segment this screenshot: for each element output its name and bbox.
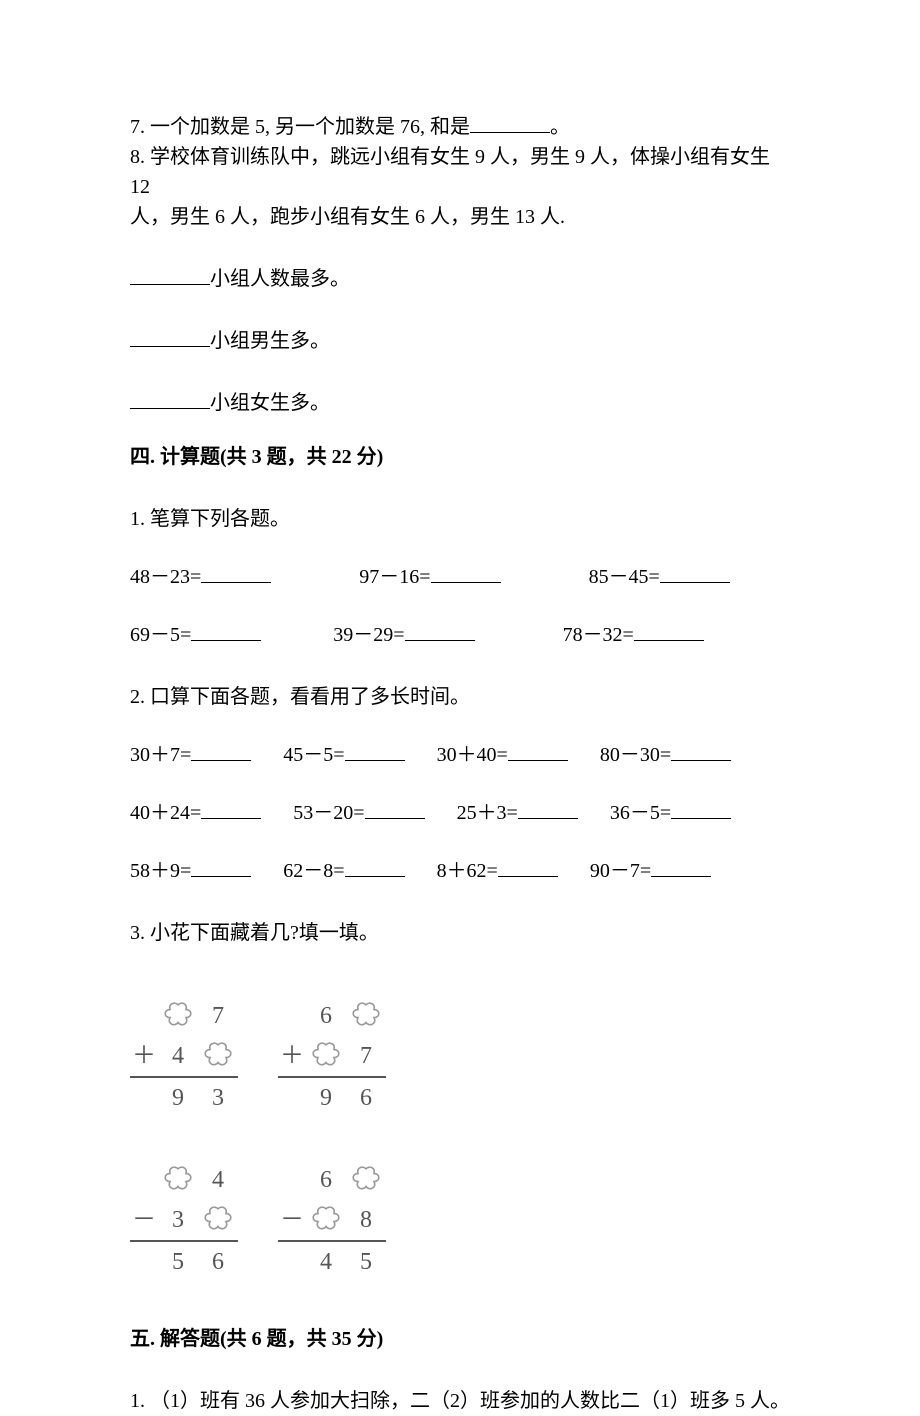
rule-line xyxy=(130,1240,238,1242)
rule-line xyxy=(278,1240,386,1242)
digit: 6 xyxy=(360,1080,372,1116)
q8-blank-most[interactable] xyxy=(130,264,210,285)
flower-icon[interactable] xyxy=(162,1164,194,1196)
q8-blank-girls[interactable] xyxy=(130,388,210,409)
q7-end: 。 xyxy=(550,116,570,138)
eq-36m5: 36－5= xyxy=(610,802,671,824)
digit: 4 xyxy=(212,1162,224,1198)
q7-blank[interactable] xyxy=(470,112,550,133)
operator: － xyxy=(132,1202,156,1238)
flower-icon[interactable] xyxy=(350,1164,382,1196)
flower-problem-2: 6 ＋ 7 9 6 xyxy=(278,996,386,1118)
rule-line xyxy=(278,1076,386,1078)
operator: ＋ xyxy=(280,1038,304,1074)
question-8-line1: 8. 学校体育训练队中，跳远小组有女生 9 人，男生 9 人，体操小组有女生 1… xyxy=(130,142,790,202)
digit: 9 xyxy=(172,1080,184,1116)
flower-icon[interactable] xyxy=(310,1040,342,1072)
s4-q2: 2. 口算下面各题，看看用了多长时间。 xyxy=(130,682,790,712)
blank-30p7[interactable] xyxy=(191,740,251,761)
digit: 6 xyxy=(320,998,332,1034)
eq-90m7: 90－7= xyxy=(590,860,651,882)
blank-78-32[interactable] xyxy=(634,620,704,641)
flower-problem-4: 6 － 8 4 5 xyxy=(278,1160,386,1282)
blank-48-23[interactable] xyxy=(201,562,271,583)
eq-30p7: 30＋7= xyxy=(130,744,191,766)
flower-problems: 7 ＋ 4 9 3 6 ＋ 7 9 6 4 － xyxy=(130,996,790,1282)
blank-69-5[interactable] xyxy=(191,620,261,641)
flower-icon[interactable] xyxy=(162,1000,194,1032)
eq-30p40: 30＋40= xyxy=(437,744,508,766)
q8-most-suffix: 小组人数最多。 xyxy=(210,268,350,290)
digit: 7 xyxy=(360,1038,372,1074)
s4-row5: 58＋9= 62－8= 8＋62= 90－7= xyxy=(130,856,790,886)
s4-row2: 69－5= 39－29= 78－32= xyxy=(130,620,790,650)
eq-8p62: 8＋62= xyxy=(437,860,498,882)
question-8-blank-boys: 小组男生多。 xyxy=(130,326,790,356)
question-8-blank-girls: 小组女生多。 xyxy=(130,388,790,418)
blank-53m20[interactable] xyxy=(365,798,425,819)
digit: 5 xyxy=(360,1244,372,1280)
flower-problem-1: 7 ＋ 4 9 3 xyxy=(130,996,238,1118)
s4-row1: 48－23= 97－16= 85－45= xyxy=(130,562,790,592)
digit: 9 xyxy=(320,1080,332,1116)
digit: 3 xyxy=(212,1080,224,1116)
eq-40p24: 40＋24= xyxy=(130,802,201,824)
rule-line xyxy=(130,1076,238,1078)
eq-80m30: 80－30= xyxy=(600,744,671,766)
digit: 7 xyxy=(212,998,224,1034)
blank-45m5[interactable] xyxy=(345,740,405,761)
flower-icon[interactable] xyxy=(350,1000,382,1032)
digit: 5 xyxy=(172,1244,184,1280)
flower-problem-3: 4 － 3 5 6 xyxy=(130,1160,238,1282)
eq-85-45: 85－45= xyxy=(589,566,660,588)
eq-53m20: 53－20= xyxy=(293,802,364,824)
digit: 3 xyxy=(172,1202,184,1238)
eq-58p9: 58＋9= xyxy=(130,860,191,882)
eq-39-29: 39－29= xyxy=(333,624,404,646)
eq-62m8: 62－8= xyxy=(283,860,344,882)
q8-girls-suffix: 小组女生多。 xyxy=(210,392,330,414)
flower-icon[interactable] xyxy=(202,1040,234,1072)
blank-40p24[interactable] xyxy=(201,798,261,819)
blank-25p3[interactable] xyxy=(518,798,578,819)
s5-q1: 1. （1）班有 36 人参加大扫除，二（2）班参加的人数比二（1）班多 5 人… xyxy=(130,1386,790,1416)
s4-row3: 30＋7= 45－5= 30＋40= 80－30= xyxy=(130,740,790,770)
s4-q1: 1. 笔算下列各题。 xyxy=(130,504,790,534)
q8-blank-boys[interactable] xyxy=(130,326,210,347)
s4-q3: 3. 小花下面藏着几?填一填。 xyxy=(130,918,790,948)
digit: 4 xyxy=(320,1244,332,1280)
q7-text: 7. 一个加数是 5, 另一个加数是 76, 和是 xyxy=(130,116,470,138)
operator: ＋ xyxy=(132,1038,156,1074)
digit: 8 xyxy=(360,1202,372,1238)
operator: － xyxy=(280,1202,304,1238)
digit: 6 xyxy=(212,1244,224,1280)
q8-boys-suffix: 小组男生多。 xyxy=(210,330,330,352)
blank-58p9[interactable] xyxy=(191,856,251,877)
blank-36m5[interactable] xyxy=(671,798,731,819)
blank-80m30[interactable] xyxy=(671,740,731,761)
question-7: 7. 一个加数是 5, 另一个加数是 76, 和是 。 xyxy=(130,112,790,142)
eq-78-32: 78－32= xyxy=(563,624,634,646)
blank-97-16[interactable] xyxy=(431,562,501,583)
digit: 6 xyxy=(320,1162,332,1198)
eq-48-23: 48－23= xyxy=(130,566,201,588)
flower-icon[interactable] xyxy=(310,1204,342,1236)
question-8-blank-most: 小组人数最多。 xyxy=(130,264,790,294)
eq-25p3: 25＋3= xyxy=(457,802,518,824)
digit: 4 xyxy=(172,1038,184,1074)
blank-85-45[interactable] xyxy=(660,562,730,583)
blank-8p62[interactable] xyxy=(498,856,558,877)
section-4-heading: 四. 计算题(共 3 题，共 22 分) xyxy=(130,442,790,472)
flower-icon[interactable] xyxy=(202,1204,234,1236)
blank-90m7[interactable] xyxy=(651,856,711,877)
blank-62m8[interactable] xyxy=(345,856,405,877)
question-8-line2: 人，男生 6 人，跑步小组有女生 6 人，男生 13 人. xyxy=(130,202,790,232)
blank-30p40[interactable] xyxy=(508,740,568,761)
eq-69-5: 69－5= xyxy=(130,624,191,646)
eq-97-16: 97－16= xyxy=(359,566,430,588)
section-5-heading: 五. 解答题(共 6 题，共 35 分) xyxy=(130,1324,790,1354)
eq-45m5: 45－5= xyxy=(283,744,344,766)
s4-row4: 40＋24= 53－20= 25＋3= 36－5= xyxy=(130,798,790,828)
blank-39-29[interactable] xyxy=(405,620,475,641)
